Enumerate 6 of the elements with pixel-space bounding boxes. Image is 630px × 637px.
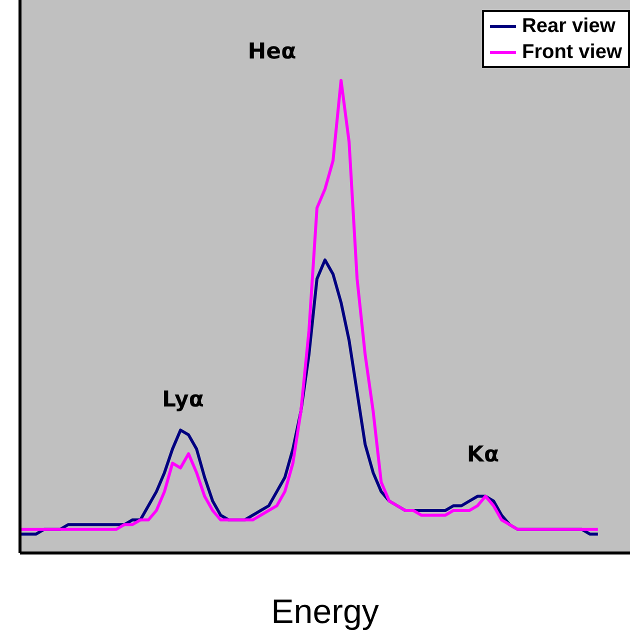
text: Heα bbox=[248, 40, 296, 64]
annotation: Kα bbox=[466, 442, 500, 468]
annotation: Lyα bbox=[162, 388, 204, 412]
x-axis-title: Energy bbox=[271, 593, 379, 631]
legend-label: Front view bbox=[522, 40, 622, 65]
legend-label: Rear view bbox=[522, 14, 616, 39]
